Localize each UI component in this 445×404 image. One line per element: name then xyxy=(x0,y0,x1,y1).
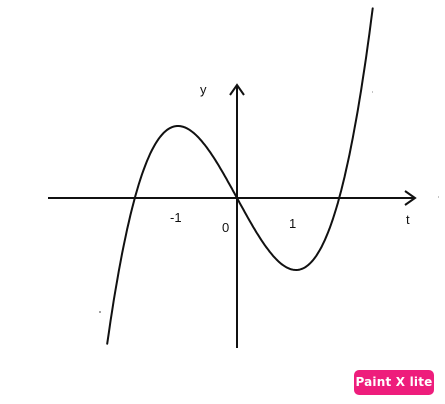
y-axis-arrowhead xyxy=(229,83,245,96)
paint-x-lite-watermark: Paint X lite xyxy=(354,370,434,395)
x-axis-label: t xyxy=(406,212,410,227)
cubic-curve xyxy=(106,7,374,345)
x-axis-arrowhead xyxy=(404,190,417,206)
tick-label-one: 1 xyxy=(289,216,296,231)
tick-label-minus-one: -1 xyxy=(170,210,182,225)
y-axis-label: y xyxy=(200,82,207,97)
origin-label: 0 xyxy=(222,220,229,235)
